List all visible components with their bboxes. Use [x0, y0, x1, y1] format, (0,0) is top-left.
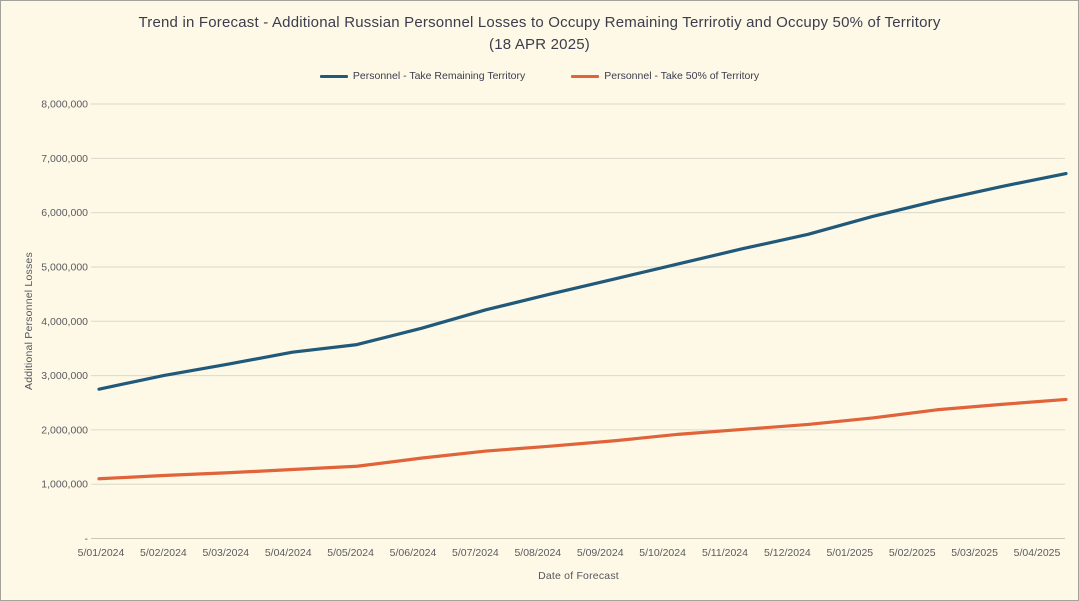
series-line-50-percent-territory — [97, 397, 1068, 481]
x-axis-title: Date of Forecast — [538, 570, 619, 582]
y-tick-label: 7,000,000 — [41, 153, 88, 165]
chart-title: Trend in Forecast - Additional Russian P… — [138, 14, 941, 31]
y-tick-label: 1,000,000 — [41, 479, 88, 491]
x-tick-label: 5/01/2025 — [826, 547, 873, 559]
series-line-remaining-territory — [97, 171, 1068, 391]
x-tick-label: 5/03/2024 — [202, 547, 249, 559]
chart-subtitle: (18 APR 2025) — [489, 36, 590, 53]
x-tick-label: 5/02/2024 — [140, 547, 187, 559]
y-tick-label: 2,000,000 — [41, 424, 88, 436]
legend-item-remaining-territory: Personnel - Take Remaining Territory — [319, 70, 526, 82]
y-tick-label: 4,000,000 — [41, 316, 88, 328]
y-tick-label: 8,000,000 — [41, 99, 88, 111]
x-tick-label: 5/12/2024 — [764, 547, 811, 559]
legend-item-50-percent-territory: Personnel - Take 50% of Territory — [571, 70, 759, 82]
x-tick-label: 5/07/2024 — [452, 547, 499, 559]
x-tick-label: 5/09/2024 — [577, 547, 624, 559]
y-tick-label: 3,000,000 — [41, 370, 88, 382]
legend-label: Personnel - Take 50% of Territory — [604, 70, 760, 82]
x-tick-label: 5/02/2025 — [889, 547, 936, 559]
y-tick-label: 5,000,000 — [41, 261, 88, 273]
x-tick-label: 5/05/2024 — [327, 547, 374, 559]
x-tick-label: 5/03/2025 — [951, 547, 998, 559]
legend-line-swatch-orange — [571, 74, 600, 78]
y-tick-label: - — [85, 533, 89, 545]
chart-title-block: Trend in Forecast - Additional Russian P… — [1, 12, 1078, 56]
legend-line-swatch-blue — [319, 74, 348, 78]
x-tick-label: 5/08/2024 — [514, 547, 561, 559]
chart-legend: Personnel - Take Remaining Territory Per… — [1, 70, 1078, 82]
x-tick-label: 5/06/2024 — [390, 547, 437, 559]
y-axis-title: Additional Personnel Losses — [23, 252, 35, 390]
legend-label: Personnel - Take Remaining Territory — [352, 70, 526, 82]
y-tick-label: 6,000,000 — [41, 207, 88, 219]
x-tick-label: 5/01/2024 — [78, 547, 125, 559]
x-tick-label: 5/11/2024 — [702, 547, 748, 559]
x-tick-label: 5/10/2024 — [639, 547, 686, 559]
x-tick-label: 5/04/2025 — [1014, 547, 1061, 559]
x-tick-label: 5/04/2024 — [265, 547, 312, 559]
